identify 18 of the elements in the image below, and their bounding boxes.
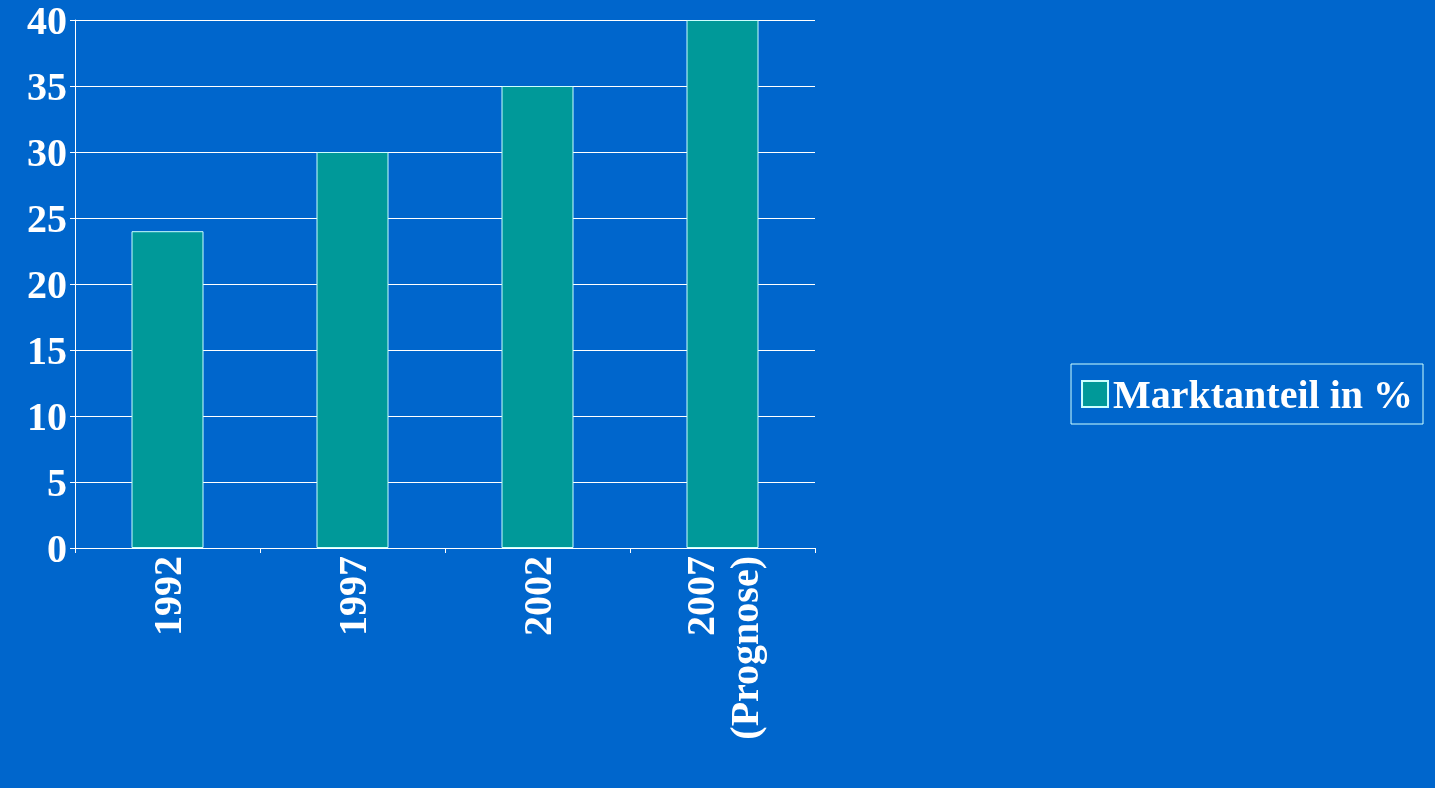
y-tick-label: 40 bbox=[27, 0, 67, 43]
x-tick-label: 1997 bbox=[330, 556, 375, 636]
bar bbox=[686, 20, 759, 548]
y-tick-label: 35 bbox=[27, 63, 67, 109]
legend-label: Marktanteil in % bbox=[1113, 371, 1413, 417]
y-tick-label: 15 bbox=[27, 327, 67, 373]
y-tick-label: 0 bbox=[47, 525, 67, 571]
y-tick-label: 30 bbox=[27, 129, 67, 175]
y-tick-label: 10 bbox=[27, 393, 67, 439]
bar bbox=[501, 86, 574, 548]
y-tick-label: 5 bbox=[47, 459, 67, 505]
bar bbox=[131, 231, 204, 548]
y-tick-label: 20 bbox=[27, 261, 67, 307]
x-tick-label: 2007 (Prognose) bbox=[678, 556, 767, 740]
x-tick-label: 2002 bbox=[515, 556, 560, 636]
y-tick-label: 25 bbox=[27, 195, 67, 241]
bar bbox=[316, 152, 389, 548]
x-tick-label: 1992 bbox=[145, 556, 190, 636]
